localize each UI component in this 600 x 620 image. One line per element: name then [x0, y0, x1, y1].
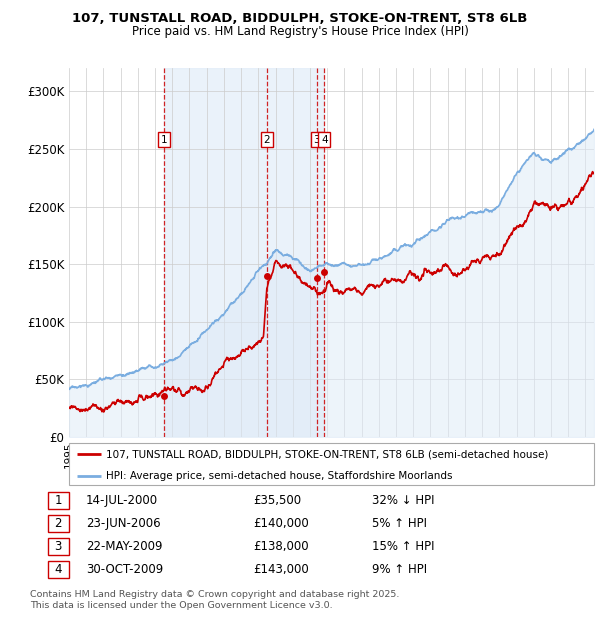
Text: 32% ↓ HPI: 32% ↓ HPI — [372, 494, 434, 507]
Text: 2: 2 — [263, 135, 270, 144]
Text: Price paid vs. HM Land Registry's House Price Index (HPI): Price paid vs. HM Land Registry's House … — [131, 25, 469, 38]
Text: 4: 4 — [321, 135, 328, 144]
Bar — [48, 492, 68, 509]
Bar — [164, 68, 324, 437]
Text: 4: 4 — [55, 563, 62, 576]
Text: £35,500: £35,500 — [253, 494, 301, 507]
Text: 3: 3 — [55, 540, 62, 553]
Text: 107, TUNSTALL ROAD, BIDDULPH, STOKE-ON-TRENT, ST8 6LB: 107, TUNSTALL ROAD, BIDDULPH, STOKE-ON-T… — [73, 12, 527, 25]
Text: £138,000: £138,000 — [253, 540, 309, 553]
Text: 9% ↑ HPI: 9% ↑ HPI — [372, 563, 427, 576]
Text: £143,000: £143,000 — [253, 563, 309, 576]
Text: HPI: Average price, semi-detached house, Staffordshire Moorlands: HPI: Average price, semi-detached house,… — [106, 471, 452, 480]
Text: 14-JUL-2000: 14-JUL-2000 — [86, 494, 158, 507]
Text: £140,000: £140,000 — [253, 517, 309, 530]
Text: 2: 2 — [55, 517, 62, 530]
Text: 1: 1 — [161, 135, 167, 144]
Bar — [48, 515, 68, 532]
Bar — [48, 561, 68, 578]
Bar — [48, 538, 68, 555]
Text: 3: 3 — [313, 135, 320, 144]
Text: 15% ↑ HPI: 15% ↑ HPI — [372, 540, 434, 553]
Text: 1: 1 — [55, 494, 62, 507]
Text: 107, TUNSTALL ROAD, BIDDULPH, STOKE-ON-TRENT, ST8 6LB (semi-detached house): 107, TUNSTALL ROAD, BIDDULPH, STOKE-ON-T… — [106, 450, 548, 459]
Text: Contains HM Land Registry data © Crown copyright and database right 2025.
This d: Contains HM Land Registry data © Crown c… — [30, 590, 400, 609]
Text: 23-JUN-2006: 23-JUN-2006 — [86, 517, 160, 530]
Text: 30-OCT-2009: 30-OCT-2009 — [86, 563, 163, 576]
Text: 22-MAY-2009: 22-MAY-2009 — [86, 540, 162, 553]
Text: 5% ↑ HPI: 5% ↑ HPI — [372, 517, 427, 530]
